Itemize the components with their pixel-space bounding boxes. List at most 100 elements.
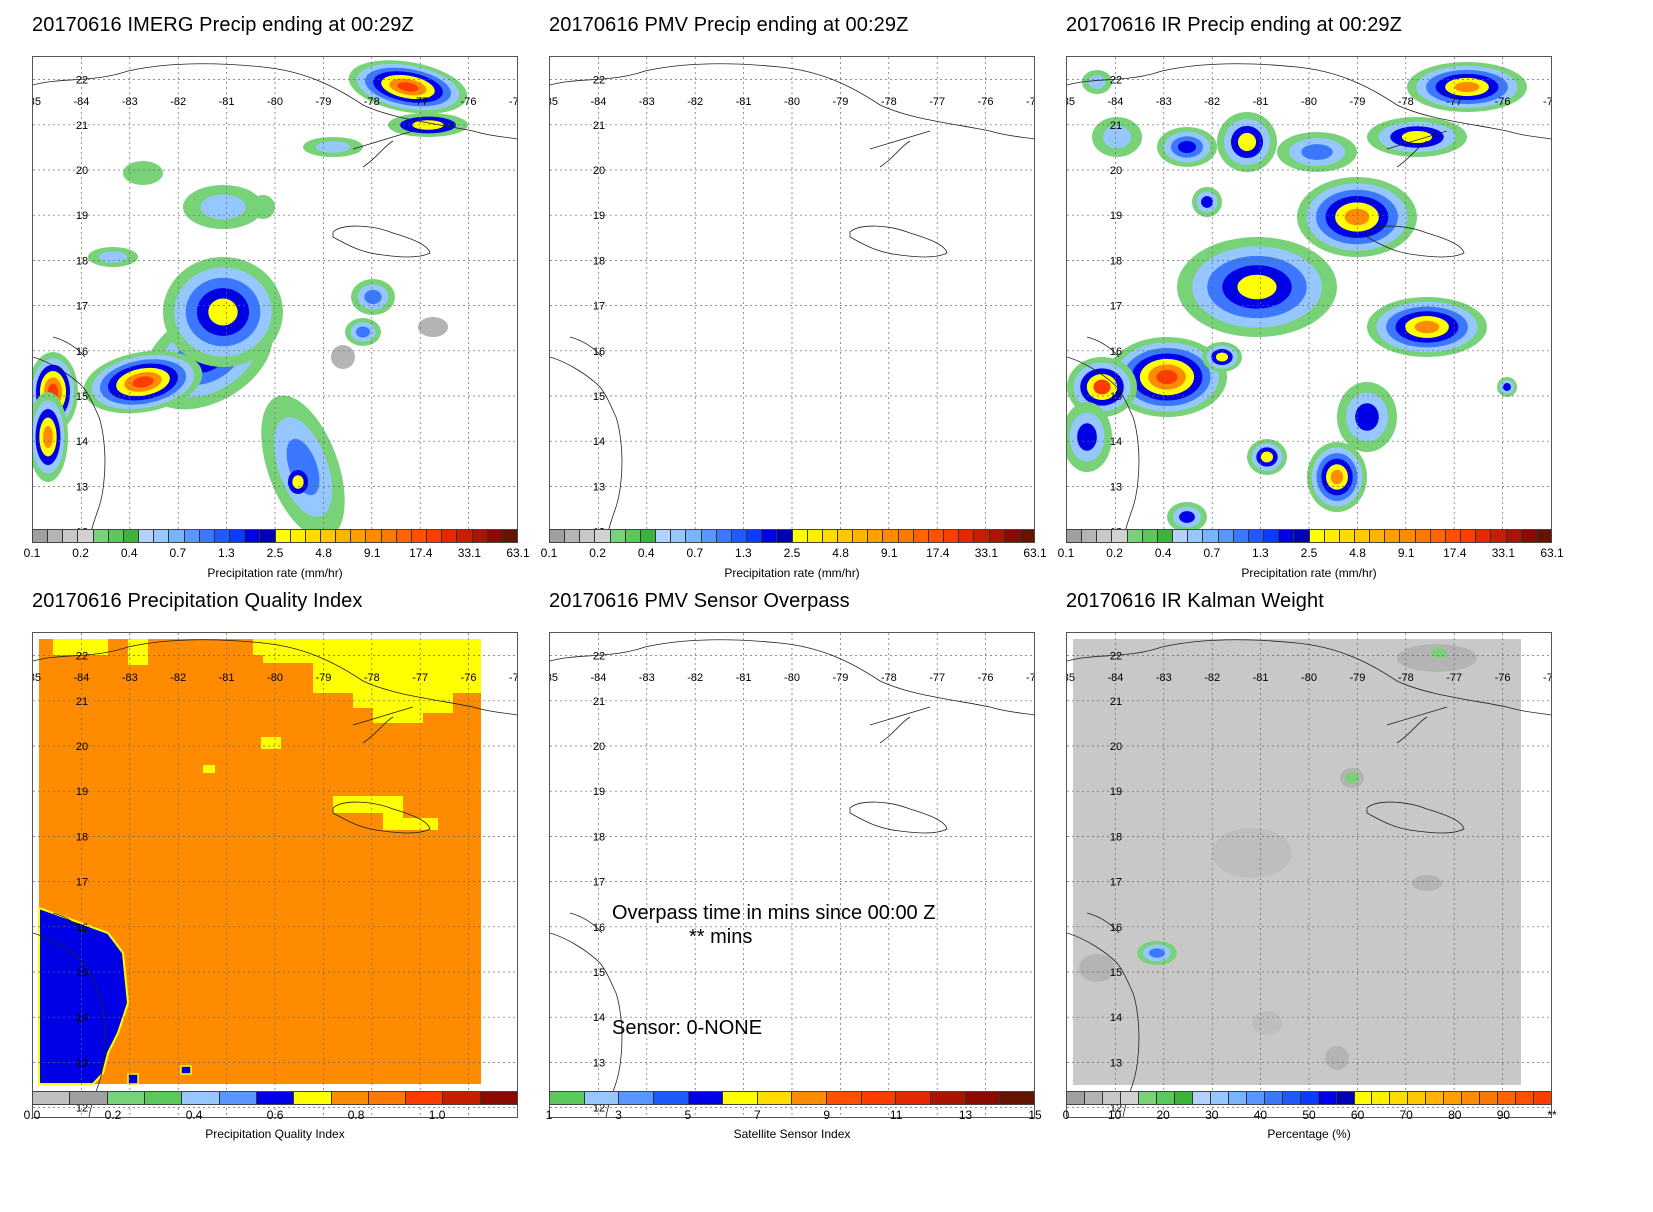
lat-tick-label: 16 xyxy=(593,346,605,358)
colorbar-swatch xyxy=(965,1092,1001,1104)
lon-tick-label: -80 xyxy=(1301,96,1317,108)
colorbar-swatch xyxy=(827,1092,862,1104)
colorbar-swatch xyxy=(1462,1092,1481,1104)
colorbar-tick-label: 60 xyxy=(1350,1108,1365,1122)
lon-tick-label: -82 xyxy=(687,96,703,108)
lat-tick-label: 13 xyxy=(76,1057,88,1069)
colorbar-swatch xyxy=(792,530,808,542)
colorbar-tick-label: 63.1 xyxy=(506,546,530,560)
colorbar-swatch xyxy=(1067,1092,1085,1104)
lat-tick-label: 22 xyxy=(76,75,88,87)
colorbar-tick-label: 0.7 xyxy=(686,546,704,560)
precip-cell xyxy=(1177,140,1197,154)
colorbar-swatch xyxy=(406,1092,444,1104)
colorbar-swatch xyxy=(762,530,778,542)
colorbar-tick-label: 0.8 xyxy=(347,1108,365,1122)
lon-tick-label: -84 xyxy=(1107,96,1123,108)
lat-tick-label: 22 xyxy=(1110,75,1122,87)
precip-cell xyxy=(364,289,382,305)
colorbar-swatch xyxy=(1506,530,1522,542)
colorbar-swatch xyxy=(792,1092,828,1104)
lon-tick-label: -83 xyxy=(1156,672,1172,684)
colorbar-label: Satellite Sensor Index xyxy=(733,1127,851,1141)
colorbar-swatch xyxy=(154,530,170,542)
lat-tick-label: 22 xyxy=(593,75,605,87)
lon-tick-label: -83 xyxy=(1156,96,1172,108)
lat-tick-label: 22 xyxy=(76,651,88,663)
colorbar-swatch xyxy=(1004,530,1020,542)
colorbar-swatch xyxy=(472,530,488,542)
colorbar-swatch xyxy=(1339,530,1355,542)
coastline xyxy=(550,63,1034,541)
colorbar-swatch xyxy=(1491,530,1507,542)
colorbar-swatch xyxy=(290,530,306,542)
coastline xyxy=(33,63,517,541)
colorbar-swatch xyxy=(1264,1092,1283,1104)
lat-tick-label: 18 xyxy=(1110,831,1122,843)
colorbar-tick-label: 9 xyxy=(823,1108,831,1122)
lat-tick-label: 16 xyxy=(1110,922,1122,934)
colorbar-swatch xyxy=(1318,1092,1337,1104)
map-grid xyxy=(550,633,1034,1117)
lon-tick-label: -85 xyxy=(33,96,41,108)
colorbar-tick-label: 15 xyxy=(1028,1108,1042,1122)
lon-tick-label: -77 xyxy=(412,672,428,684)
colorbar-swatch xyxy=(896,1092,932,1104)
lon-tick-label: -76 xyxy=(461,96,477,108)
precip-cell xyxy=(1397,644,1477,672)
colorbar-swatch xyxy=(427,530,443,542)
colorbar-swatch xyxy=(1233,530,1249,542)
precip-cell xyxy=(1454,81,1480,93)
lon-tick-label: -75 xyxy=(1026,672,1034,684)
kalman-field xyxy=(1073,639,1521,1085)
colorbar-tick-label: 0.4 xyxy=(637,546,655,560)
colorbar-tick-label: 4.8 xyxy=(315,546,332,560)
colorbar-swatch xyxy=(1248,530,1265,542)
panel-title: 20170616 IR Kalman Weight xyxy=(1066,590,1324,612)
map-svg: -85 -84 -83 -82 -81 -80 -79 -78 -77 -76 -75 22 21 20 1… xyxy=(1067,633,1551,1117)
colorbar-swatch xyxy=(1112,530,1128,542)
colorbar-swatch xyxy=(1354,530,1371,542)
colorbar-label: Precipitation rate (mm/hr) xyxy=(207,566,343,580)
colorbar-swatch xyxy=(294,1092,332,1104)
colorbar-swatch xyxy=(868,530,884,542)
colorbar-swatch xyxy=(1300,1092,1319,1104)
lat-tick-label: 13 xyxy=(1110,1057,1122,1069)
colorbar-tick-label: 90 xyxy=(1496,1108,1511,1122)
precip-cell xyxy=(1237,274,1277,300)
colorbar-swatch xyxy=(716,530,732,542)
lon-tick-label: -81 xyxy=(1253,96,1269,108)
precip-field xyxy=(33,60,468,539)
colorbar-tick-label: 40 xyxy=(1253,1108,1268,1122)
colorbar-ticks: 0.1 0.2 0.4 0.7 1.3 2.5 4.8 9.1 17.4 33.1 63.1 xyxy=(24,546,530,560)
lon-tick-label: -82 xyxy=(1204,96,1220,108)
lon-tick-label: -85 xyxy=(33,672,41,684)
lat-tick-label: 22 xyxy=(1110,651,1122,663)
colorbar-swatch xyxy=(1294,530,1310,542)
colorbar-swatch xyxy=(1000,1092,1034,1104)
lon-tick-label: -77 xyxy=(929,672,945,684)
colorbar-ticks: 0 10 20 30 40 50 60 70 80 90 ** xyxy=(1063,1108,1557,1122)
colorbar-swatch xyxy=(256,1092,295,1104)
lon-tick-label: -75 xyxy=(509,96,517,108)
precip-cell xyxy=(292,475,304,489)
lon-tick-label: -75 xyxy=(1026,96,1034,108)
sensor-text: Sensor: 0-NONE xyxy=(612,1017,763,1039)
lat-tick-label: 15 xyxy=(1110,967,1122,979)
coastline xyxy=(33,639,517,1117)
lat-tick-label: 19 xyxy=(76,786,88,798)
colorbar-swatch xyxy=(320,530,337,542)
colorbar-swatch xyxy=(457,530,473,542)
colorbar-swatch xyxy=(640,530,657,542)
precip-cell xyxy=(1431,648,1447,658)
colorbar-swatch xyxy=(396,530,412,542)
colorbar-swatch xyxy=(1120,1092,1139,1104)
precip-cell xyxy=(1330,469,1344,485)
colorbar-swatch xyxy=(1430,530,1446,542)
lon-tick-label: -78 xyxy=(1398,96,1414,108)
colorbar-swatch xyxy=(853,530,869,542)
overpass-mins-text: ** mins xyxy=(689,926,753,948)
colorbar-label: Percentage (%) xyxy=(1267,1127,1351,1141)
colorbar-label: Precipitation Quality Index xyxy=(205,1127,345,1141)
colorbar-swatch xyxy=(619,1092,654,1104)
